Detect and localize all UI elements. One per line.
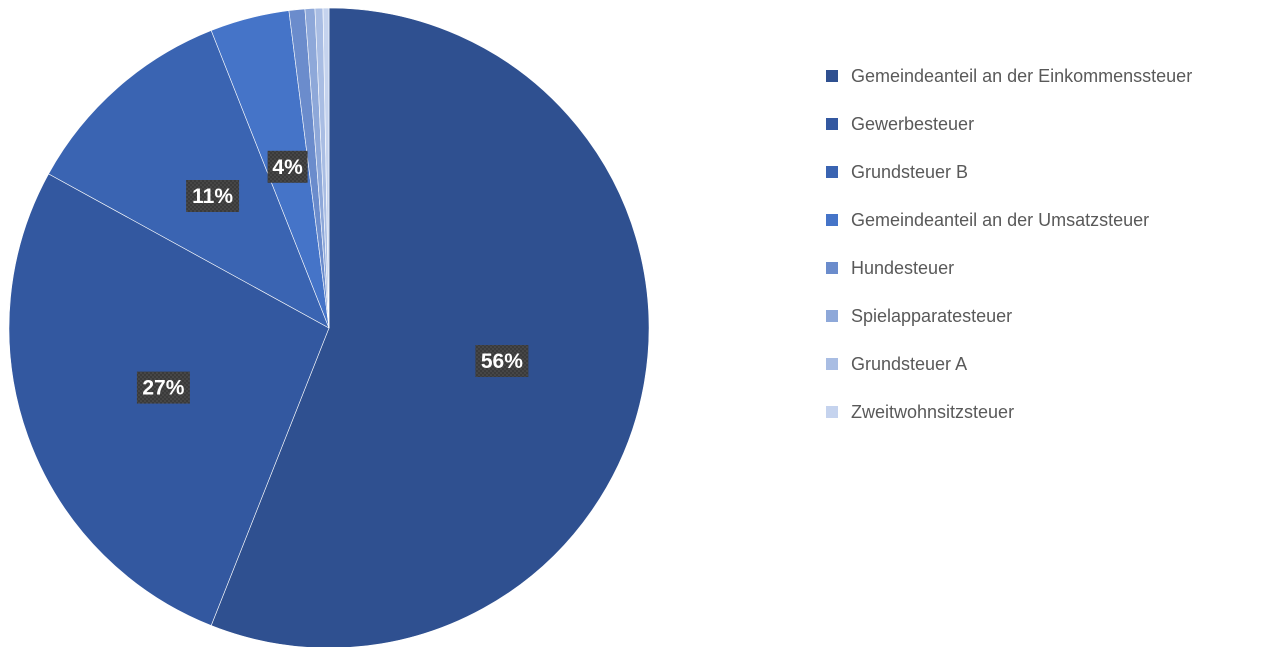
legend-label: Gewerbesteuer	[851, 113, 975, 134]
legend-item-zweitwohnsitzsteuer: Zweitwohnsitzsteuer	[826, 401, 1014, 423]
legend-swatch	[826, 166, 838, 178]
legend-swatch	[826, 358, 838, 370]
data-label-text: 27%	[142, 377, 184, 400]
data-label-box	[136, 371, 190, 404]
data-label-text: 11%	[192, 185, 233, 208]
legend-swatch	[826, 310, 838, 322]
legend-label: Gemeindeanteil an der Einkommenssteuer	[851, 65, 1193, 86]
legend-label: Zweitwohnsitzsteuer	[851, 401, 1015, 422]
legend-swatch	[826, 214, 838, 226]
data-label-text: 4%	[272, 156, 303, 179]
legend-item-hundesteuer: Hundesteuer	[826, 257, 954, 279]
pie-data-labels: 56% 27% 11% 4%	[136, 150, 529, 404]
data-label-grundsteuer-b: 11%	[186, 180, 240, 212]
legend-swatch	[826, 118, 838, 130]
legend-item-gemeindeanteil-an-der-umsatzsteuer: Gemeindeanteil an der Umsatzsteuer	[826, 209, 1149, 231]
legend-item-grundsteuer-a: Grundsteuer A	[826, 353, 967, 375]
pie-slice-grundsteuer-b	[48, 30, 330, 329]
legend-item-spielapparatesteuer: Spielapparatesteuer	[826, 305, 1012, 327]
data-label-text: 56%	[481, 350, 523, 373]
data-label-gemeindeanteil-an-der-umsatzsteuer: 4%	[267, 150, 308, 183]
data-label-box	[186, 180, 240, 212]
legend-label: Grundsteuer A	[851, 353, 968, 374]
legend-label: Grundsteuer B	[851, 161, 969, 182]
legend-label: Gemeindeanteil an der Umsatzsteuer	[851, 209, 1150, 230]
legend-label: Hundesteuer	[851, 257, 955, 278]
legend-swatch	[826, 70, 838, 82]
legend-label: Spielapparatesteuer	[851, 305, 1013, 326]
legend-swatch	[826, 406, 838, 418]
data-label-gewerbesteuer: 27%	[136, 371, 190, 404]
pie-slices	[8, 7, 650, 647]
legend-swatch	[826, 262, 838, 274]
legend-item-gewerbesteuer: Gewerbesteuer	[826, 113, 974, 135]
data-label-gemeindeanteil-an-der-einkommenssteuer: 56%	[475, 345, 529, 377]
legend-item-grundsteuer-b: Grundsteuer B	[826, 161, 968, 183]
pie-slice-gemeindeanteil-an-der-einkommenssteuer	[210, 7, 650, 647]
legend-item-gemeindeanteil-an-der-einkommenssteuer: Gemeindeanteil an der Einkommenssteuer	[826, 65, 1192, 87]
data-label-box	[475, 345, 529, 377]
data-label-box	[267, 150, 308, 183]
pie-slice-zweitwohnsitzsteuer	[322, 7, 330, 329]
